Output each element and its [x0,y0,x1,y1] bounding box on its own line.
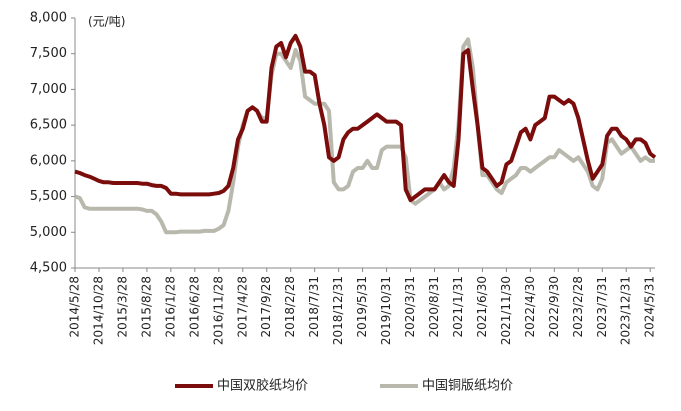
x-tick-label: 2020/8/31 [427,276,441,338]
x-tick-label: 2023/12/31 [619,276,633,345]
y-tick-label: 4,500 [30,261,67,276]
x-tick-label: 2017/4/28 [235,276,249,338]
x-tick-label: 2022/4/30 [523,276,537,338]
legend-label: 中国铜版纸均价 [422,379,513,394]
x-tick-label: 2015/8/28 [139,276,153,338]
x-tick-label: 2015/3/28 [115,276,129,338]
x-tick-label: 2019/5/31 [355,276,369,338]
x-tick-label: 2021/6/30 [475,276,489,338]
x-tick-label: 2021/1/31 [451,276,465,338]
x-tick-label: 2018/7/31 [307,276,321,338]
series-line [74,33,657,203]
x-tick-label: 2020/3/31 [403,276,417,338]
y-tick-label: 6,500 [30,118,67,133]
y-tick-label: 7,000 [30,82,67,97]
x-tick-label: 2016/1/28 [163,276,177,338]
x-tick-label: 2023/7/31 [595,276,609,338]
x-tick-label: 2021/11/30 [499,276,513,345]
y-axis-label: (元/吨) [88,15,125,29]
x-tick-label: 2019/10/31 [379,276,393,345]
y-tick-label: 7,500 [30,46,67,61]
y-tick-label: 5,000 [30,225,67,240]
x-tick-label: 2018/2/28 [283,276,297,338]
x-tick-label: 2014/10/28 [91,276,105,345]
y-tick-label: 6,000 [30,153,67,168]
legend-label: 中国双胶纸均价 [217,378,308,394]
x-tick-label: 2014/5/28 [68,276,82,338]
x-tick-label: 2023/2/28 [571,276,585,338]
y-tick-label: 8,000 [30,11,67,26]
x-tick-label: 2017/9/28 [259,276,273,338]
y-tick-label: 5,500 [30,189,67,204]
x-tick-label: 2024/5/31 [643,276,657,338]
x-tick-label: 2022/9/30 [547,276,561,338]
x-tick-label: 2016/11/28 [211,276,225,345]
series-line [74,37,655,235]
x-tick-label: 2016/6/28 [187,276,201,338]
x-tick-label: 2018/12/31 [331,276,345,345]
